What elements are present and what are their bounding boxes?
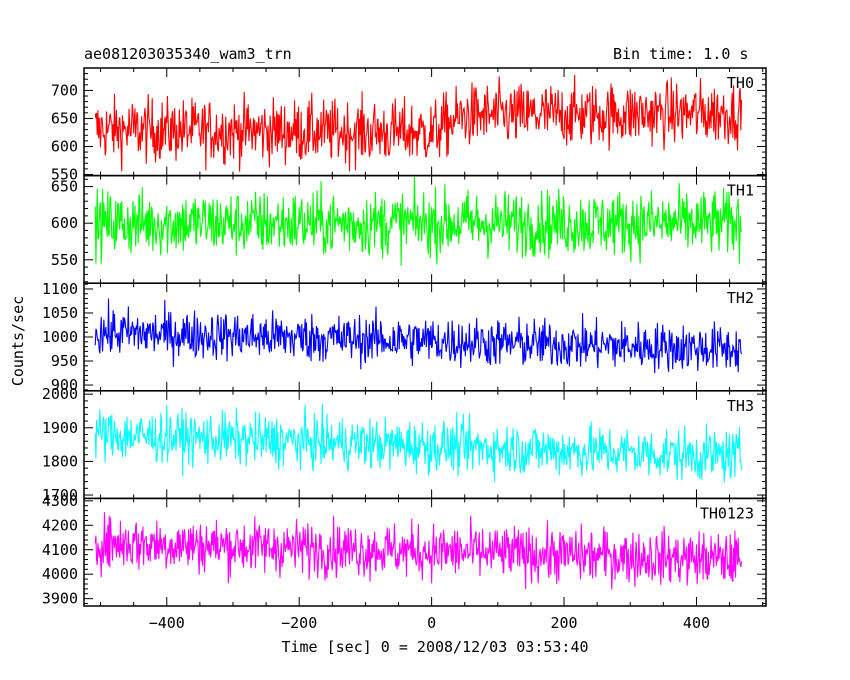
series-line-th3 bbox=[94, 403, 743, 483]
y-tick-label: 1700 bbox=[42, 486, 78, 504]
x-tick-label: 200 bbox=[551, 614, 578, 632]
y-tick-label: 650 bbox=[51, 178, 78, 196]
y-tick-label: 4100 bbox=[42, 541, 78, 559]
y-axis-label: Counts/sec bbox=[9, 295, 27, 387]
y-tick-label: 650 bbox=[51, 109, 78, 127]
y-tick-label: 1000 bbox=[42, 328, 78, 346]
series-line-th0123 bbox=[94, 512, 743, 590]
panel-label-th3: TH3 bbox=[727, 397, 754, 415]
y-tick-label: 600 bbox=[51, 137, 78, 155]
panel-label-th1: TH1 bbox=[727, 182, 754, 200]
bin-time-label: Bin time: 1.0 s bbox=[613, 45, 749, 63]
panel-label-th2: TH2 bbox=[727, 289, 754, 307]
y-tick-label: 550 bbox=[51, 165, 78, 183]
y-tick-label: 900 bbox=[51, 376, 78, 394]
chart-title: ae081203035340_wam3_trn bbox=[84, 45, 292, 63]
panel-label-th0: TH0 bbox=[727, 74, 754, 92]
y-tick-label: 550 bbox=[51, 251, 78, 269]
y-tick-label: 2000 bbox=[42, 385, 78, 403]
y-tick-label: 1050 bbox=[42, 304, 78, 322]
x-tick-label: −200 bbox=[281, 614, 317, 632]
y-tick-label: 950 bbox=[51, 352, 78, 370]
y-tick-label: 4200 bbox=[42, 516, 78, 534]
y-tick-label: 1900 bbox=[42, 419, 78, 437]
y-tick-label: 1100 bbox=[42, 280, 78, 298]
y-tick-label: 600 bbox=[51, 214, 78, 232]
x-tick-label: 0 bbox=[427, 614, 436, 632]
y-tick-label: 3900 bbox=[42, 590, 78, 608]
y-tick-label: 700 bbox=[51, 81, 78, 99]
y-tick-label: 4300 bbox=[42, 492, 78, 510]
series-line-th2 bbox=[94, 298, 743, 374]
series-line-th0 bbox=[94, 75, 743, 172]
x-tick-label: 400 bbox=[683, 614, 710, 632]
panel-label-th0123: TH0123 bbox=[700, 504, 754, 522]
series-line-th1 bbox=[94, 175, 743, 266]
y-tick-label: 4000 bbox=[42, 565, 78, 583]
panel-frame-th0123 bbox=[83, 497, 767, 607]
y-tick-label: 1800 bbox=[42, 452, 78, 470]
x-tick-label: −400 bbox=[149, 614, 185, 632]
x-axis-label: Time [sec] 0 = 2008/12/03 03:53:40 bbox=[281, 638, 589, 656]
